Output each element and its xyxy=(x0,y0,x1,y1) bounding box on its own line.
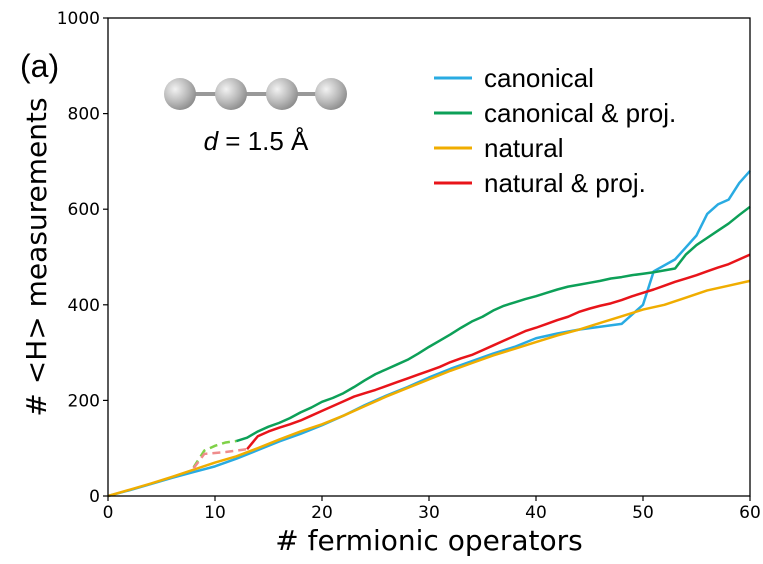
x-tick-label: 30 xyxy=(418,503,440,523)
molecule-atom xyxy=(266,78,298,110)
x-tick-label: 60 xyxy=(739,503,761,523)
plot-area xyxy=(107,170,751,498)
y-tick-label: 0 xyxy=(89,487,100,507)
legend-label: canonical xyxy=(484,63,594,93)
series-line-canonical-proj xyxy=(236,205,751,443)
legend-label: canonical & proj. xyxy=(484,98,676,128)
y-tick-label: 800 xyxy=(68,105,100,125)
x-axis-label: # fermionic operators xyxy=(275,524,582,557)
molecule-atom xyxy=(164,78,196,110)
panel-label: (a) xyxy=(20,48,59,84)
series-line-canonical xyxy=(107,170,751,498)
series-line-natural-proj xyxy=(246,253,751,450)
x-tick-label: 20 xyxy=(311,503,333,523)
inset-distance-label: d = 1.5 Å xyxy=(204,126,309,156)
y-tick-label: 400 xyxy=(68,296,100,316)
x-tick-label: 10 xyxy=(204,503,226,523)
molecule-inset: d = 1.5 Å xyxy=(164,78,347,156)
legend-label: natural & proj. xyxy=(484,168,646,198)
series-dashed-canonical-proj xyxy=(192,439,237,468)
y-tick-label: 600 xyxy=(68,200,100,220)
inset-distance-value: = 1.5 Å xyxy=(218,126,309,156)
axes-frame xyxy=(107,17,751,497)
x-tick-label: 40 xyxy=(525,503,547,523)
molecule-atom xyxy=(215,78,247,110)
legend-label: natural xyxy=(484,133,564,163)
series-line-natural xyxy=(107,279,751,498)
y-tick-label: 200 xyxy=(68,391,100,411)
inset-distance-var: d xyxy=(204,126,220,156)
y-tick-label: 1000 xyxy=(57,9,100,29)
molecule-atom xyxy=(315,78,347,110)
legend: canonical canonical & proj. natural natural… xyxy=(434,63,676,198)
series-dashed-natural-proj xyxy=(192,447,248,470)
y-axis-label: # <H> measurements xyxy=(20,97,53,416)
x-tick-label: 50 xyxy=(632,503,654,523)
x-tick-label: 0 xyxy=(103,503,114,523)
